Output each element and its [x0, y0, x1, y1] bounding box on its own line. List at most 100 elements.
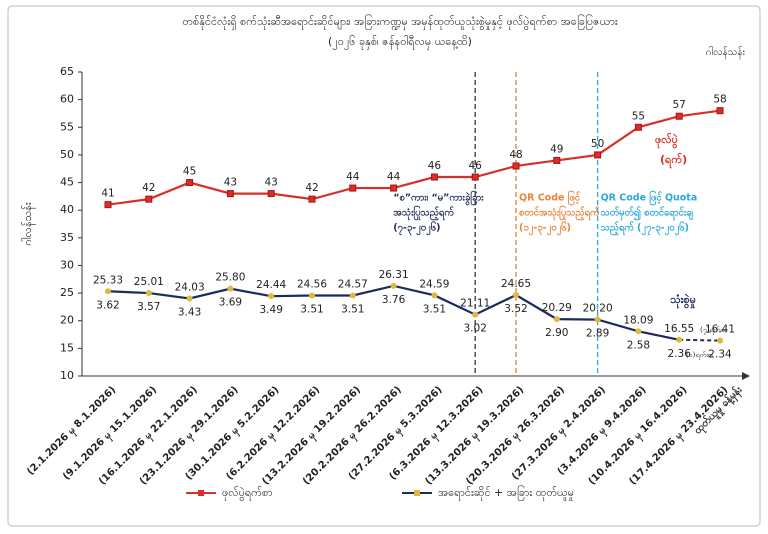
event-label: အသုံးပြုသည့်ရက် [393, 207, 454, 221]
marker [145, 290, 152, 297]
data-label: 24.59 [419, 278, 449, 290]
data-label: 25.01 [134, 276, 164, 288]
data-label: 43 [224, 177, 237, 189]
sub-label: 3.02 [464, 323, 487, 335]
data-label: 45 [183, 166, 196, 178]
marker [349, 184, 357, 192]
sub-label: 2.58 [627, 339, 650, 351]
data-label: 55 [632, 110, 645, 122]
marker [717, 337, 723, 344]
y-axis-label: ဂါလန်သန်း [21, 202, 36, 246]
axis-arrow [742, 372, 750, 380]
marker [268, 293, 275, 300]
marker [472, 311, 479, 318]
y-tick-label: 20 [60, 314, 74, 327]
series-tag: ဖုလ်ပွဲ [655, 132, 678, 149]
event-label: (၁၂-၃-၂၀၂၆) [519, 223, 571, 236]
sub-label: 3.62 [96, 299, 119, 311]
y-tick-label: 40 [60, 203, 74, 216]
data-label: 42 [305, 182, 318, 194]
day-note: (၇)ရက်စာ [700, 326, 727, 335]
event-label: စတင်အသုံးပြုသည့်ရက် [519, 207, 600, 221]
data-label: 46 [428, 160, 442, 172]
legend-marker [414, 490, 420, 496]
marker [430, 173, 438, 181]
marker [186, 179, 194, 187]
event-label: သတ်မှတ်၍ စတင်ရောင်းချ [601, 208, 693, 221]
marker [716, 107, 724, 115]
marker [471, 173, 479, 181]
marker [675, 112, 683, 120]
legend-marker [198, 490, 204, 496]
marker [513, 292, 519, 299]
chart-subtitle: (၂၀၂၆ ခုနှစ်၊ ဇန်နဝါရီလမှ ယနေ့ထိ) [328, 35, 472, 50]
y-tick-label: 65 [60, 65, 74, 78]
marker [104, 201, 112, 209]
sub-label: 3.43 [178, 306, 201, 318]
data-label: 24.56 [297, 279, 327, 291]
sub-label: 3.69 [219, 297, 242, 309]
marker [512, 162, 520, 170]
y-tick-label: 60 [60, 93, 74, 106]
y-tick-label: 25 [60, 286, 74, 299]
marker [594, 151, 602, 159]
data-label: 42 [142, 182, 155, 194]
marker [553, 156, 561, 164]
sub-label: 2.34 [708, 349, 732, 361]
marker [594, 316, 601, 323]
marker [186, 295, 193, 302]
data-label: 48 [509, 149, 522, 161]
data-label: 58 [713, 94, 726, 106]
marker [145, 195, 153, 203]
data-label: 16.41 [705, 324, 735, 336]
y-tick-label: 30 [60, 258, 74, 271]
marker [227, 285, 234, 292]
data-label: 20.20 [583, 303, 613, 315]
marker [267, 190, 275, 198]
data-label: 44 [346, 171, 360, 183]
marker [676, 336, 683, 343]
data-label: 24.57 [338, 278, 368, 290]
data-label: 24.65 [501, 278, 531, 290]
y-tick-label: 50 [60, 148, 74, 161]
marker [105, 288, 111, 295]
y-tick-label: 35 [60, 231, 74, 244]
sub-label: 2.90 [545, 327, 568, 339]
legend-label: အရောင်းဆိုင် + အခြား ထုတ်ယူမှု [438, 485, 574, 501]
data-label: 49 [550, 143, 563, 155]
y-tick-label: 45 [60, 176, 74, 189]
data-label: 25.80 [215, 272, 245, 284]
data-label: 20.29 [542, 302, 572, 314]
marker [349, 292, 356, 299]
data-label: 16.55 [664, 323, 694, 335]
marker [309, 292, 315, 299]
marker [553, 316, 560, 323]
series-tag: (ရက်) [660, 152, 687, 169]
event-label: သည့်ရက် (၂၇-၃-၂၀၂၆) [601, 223, 689, 236]
marker [634, 123, 642, 131]
data-label: 43 [265, 177, 278, 189]
y-tick-label: 15 [60, 341, 74, 354]
marker [226, 190, 234, 198]
data-label: 26.31 [379, 269, 409, 281]
sub-label: 3.52 [504, 303, 527, 315]
data-label: 41 [101, 188, 114, 200]
sub-label: 2.36 [668, 348, 692, 360]
day-note: (၁)ရက်စာ [686, 351, 713, 360]
marker [390, 184, 398, 192]
event-label: QR Code ဖြင့် [519, 192, 581, 206]
data-label: 21.11 [460, 298, 490, 310]
marker [431, 292, 438, 299]
y-tick-label: 55 [60, 120, 74, 133]
sub-label: 3.57 [137, 301, 160, 313]
data-label: 24.03 [175, 281, 205, 293]
sub-label: 3.76 [382, 294, 406, 306]
series-tag: သုံးစွဲမှု [670, 293, 696, 309]
event-label: “စ”ကား၊ “မ”ကားခွဲခြား [393, 192, 484, 206]
event-label: (၇-၃-၂၀၂၆) [393, 223, 440, 236]
y-tick-label: 10 [60, 369, 74, 382]
marker [308, 195, 316, 203]
sub-label: 2.89 [586, 328, 609, 340]
sub-label: 3.49 [260, 304, 283, 316]
